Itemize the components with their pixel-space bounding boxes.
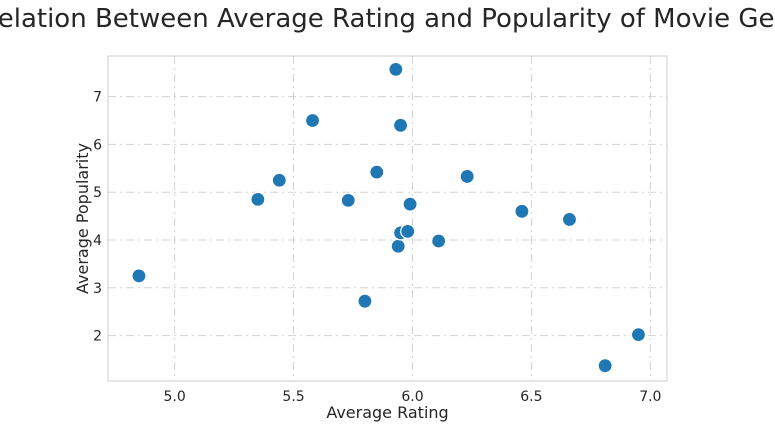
data-point — [369, 164, 385, 180]
grid — [108, 56, 667, 381]
data-point — [392, 117, 409, 133]
data-point — [597, 358, 613, 374]
data-point — [514, 203, 530, 219]
data-point — [340, 192, 356, 208]
y-axis-label: Average Popularity — [73, 143, 92, 294]
data-points — [131, 61, 647, 374]
x-tick-label: 7.0 — [639, 389, 661, 405]
tick-labels: 5.0 5.5 6.0 6.5 7.0 2 3 4 5 6 7 — [93, 90, 661, 405]
y-tick-label: 4 — [93, 233, 102, 249]
data-point — [431, 233, 447, 249]
data-point — [561, 211, 578, 228]
y-tick-label: 6 — [93, 137, 102, 153]
data-point — [131, 268, 147, 284]
data-point — [459, 168, 475, 185]
data-point — [271, 172, 287, 188]
data-point — [630, 327, 647, 343]
data-point — [304, 112, 321, 129]
data-point — [357, 293, 373, 309]
y-tick-label: 2 — [93, 329, 102, 345]
data-point — [250, 191, 266, 207]
x-tick-label: 5.0 — [163, 389, 185, 405]
y-tick-label: 5 — [93, 185, 102, 201]
chart-title: Correlation Between Average Rating and P… — [0, 4, 775, 34]
y-tick-label: 3 — [93, 281, 102, 297]
data-point — [400, 223, 416, 240]
data-point — [388, 61, 404, 77]
x-axis-label: Average Rating — [326, 403, 448, 422]
x-tick-label: 6.5 — [520, 389, 542, 405]
y-tick-label: 7 — [93, 90, 102, 106]
data-point — [402, 196, 418, 212]
x-tick-label: 5.5 — [282, 389, 304, 405]
x-tick-label: 6.0 — [401, 389, 423, 405]
plot-frame — [107, 55, 668, 382]
data-point — [390, 238, 406, 254]
